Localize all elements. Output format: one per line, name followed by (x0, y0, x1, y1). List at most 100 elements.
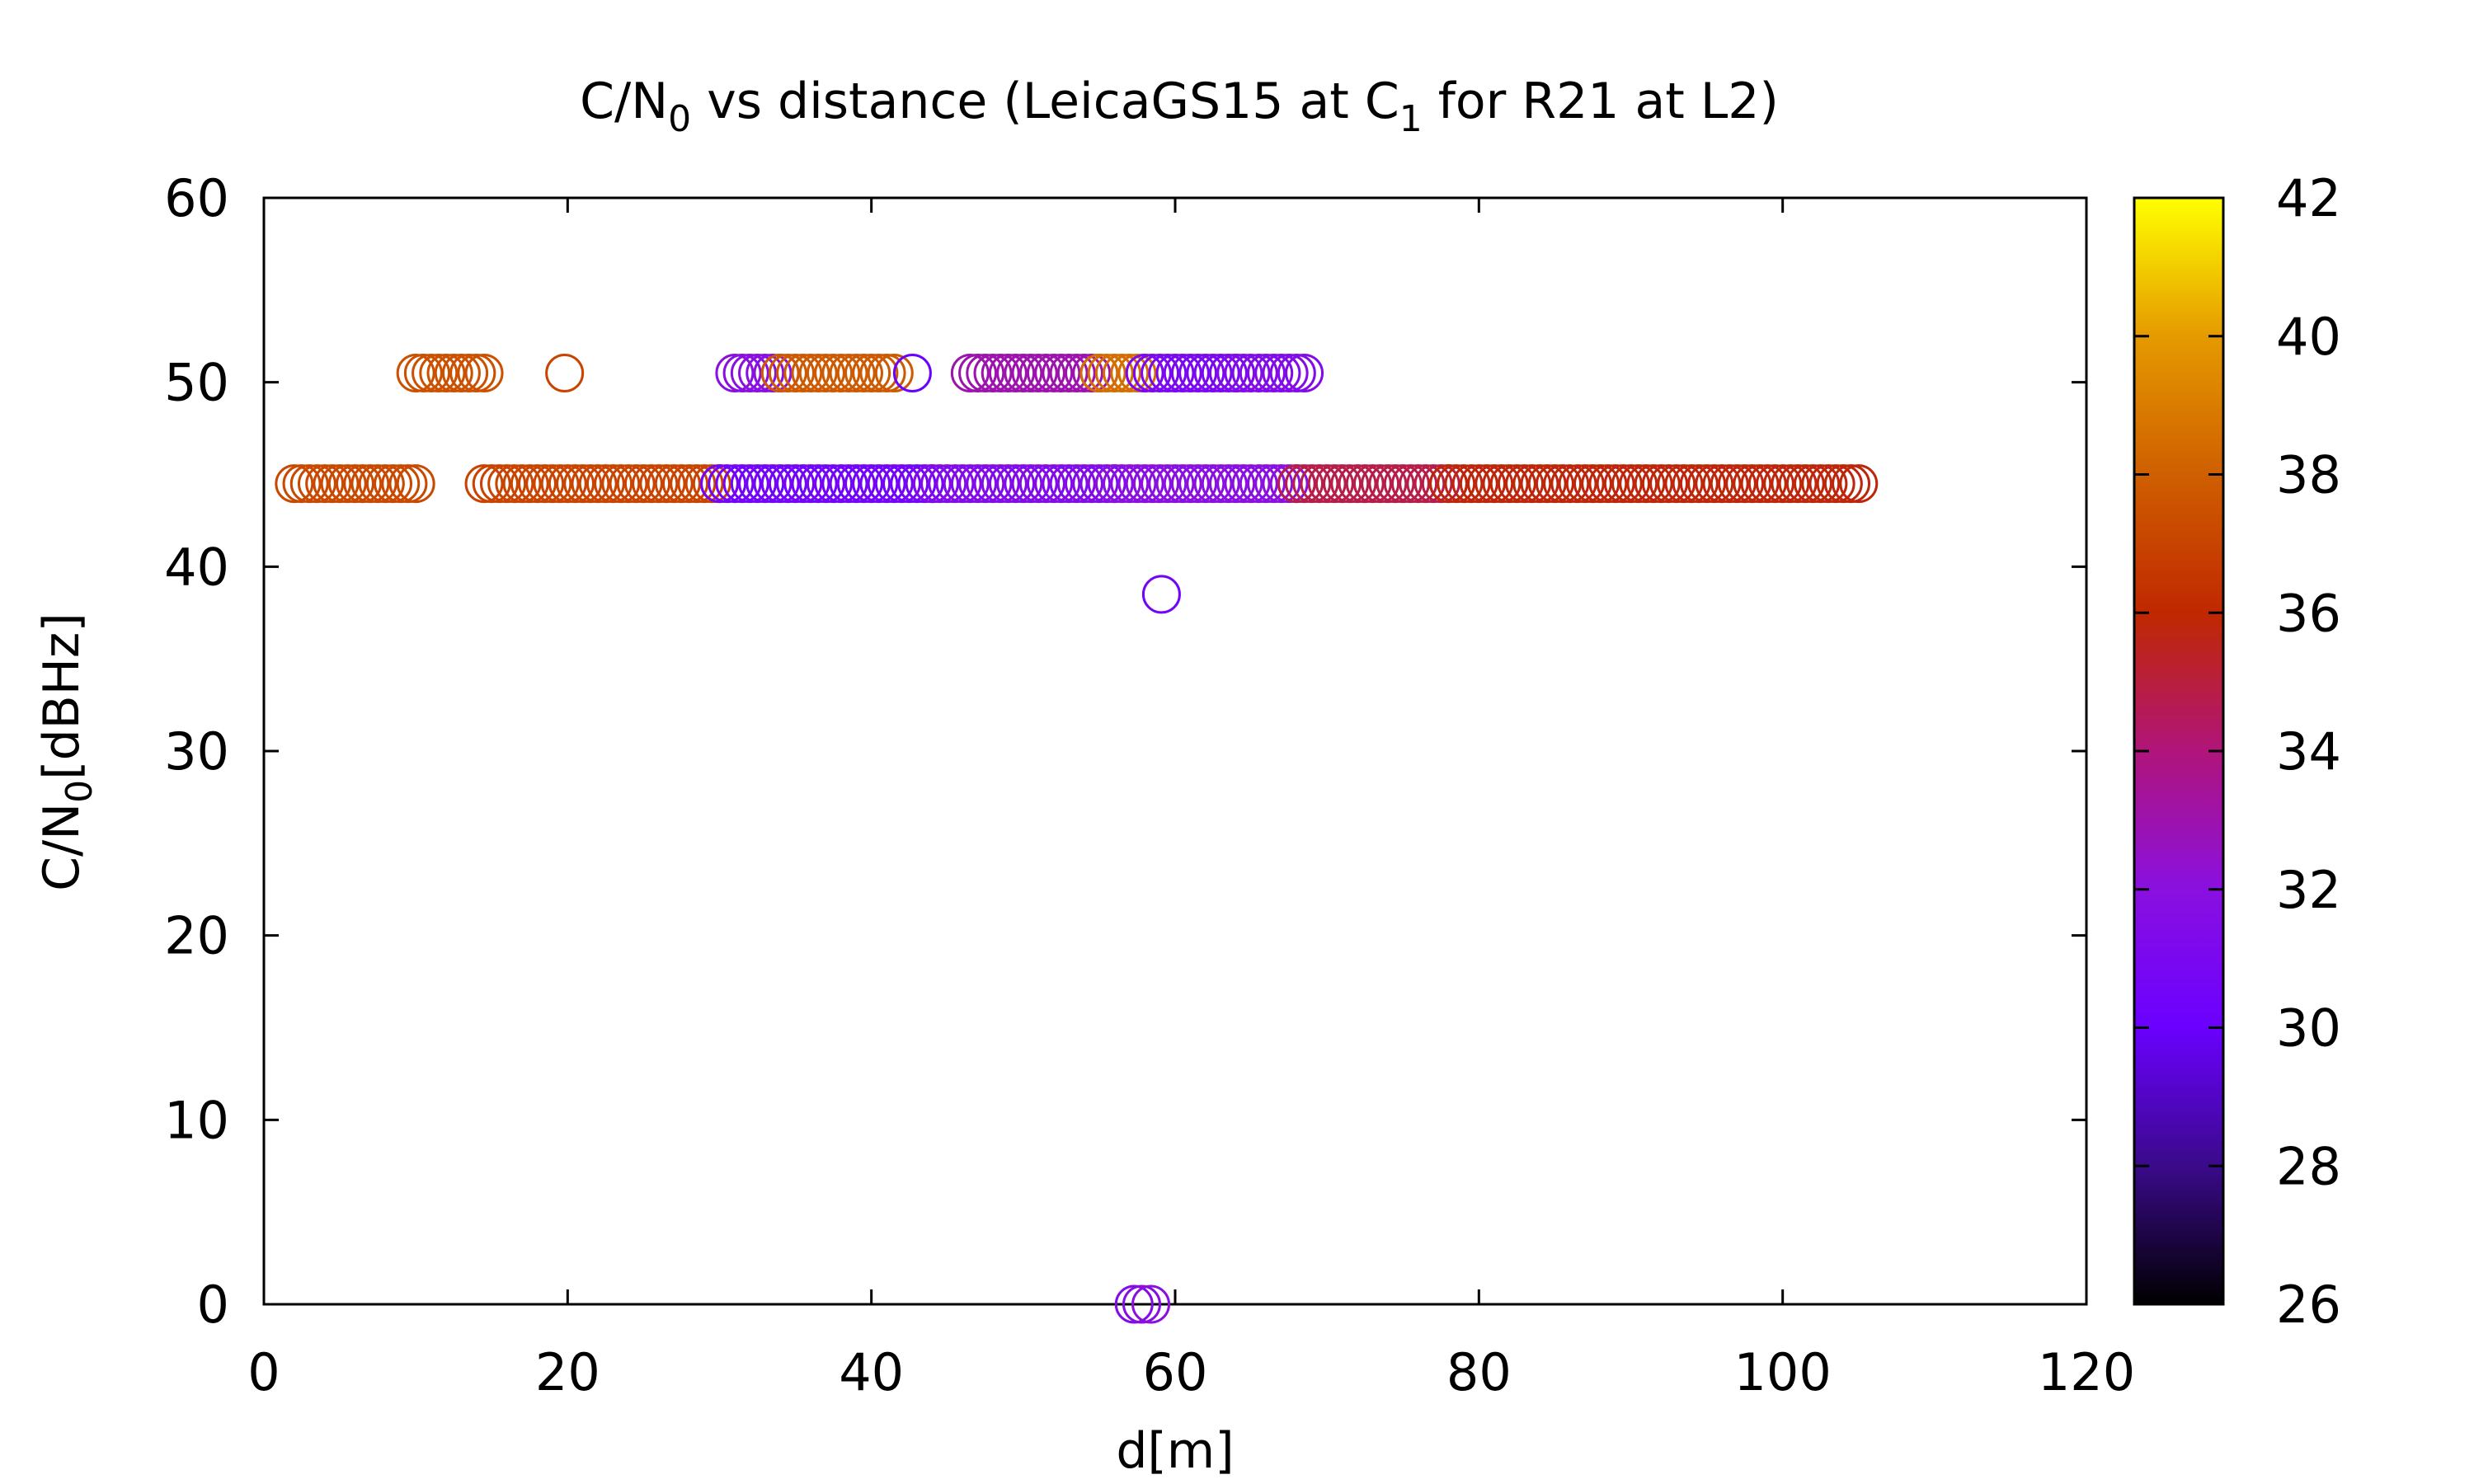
data-point (753, 464, 793, 504)
x-axis-label: d[m] (1116, 1422, 1234, 1480)
data-point (753, 353, 793, 392)
data-point (935, 464, 975, 504)
data-point (1497, 464, 1536, 504)
data-point (958, 464, 998, 504)
y-tick-label: 30 (164, 721, 229, 782)
data-point (1794, 464, 1832, 504)
data-point (1368, 464, 1408, 504)
data-point (1216, 464, 1256, 504)
data-point (1079, 464, 1119, 504)
data-point (1201, 353, 1240, 392)
data-point (1224, 464, 1263, 504)
data-point (1132, 353, 1172, 392)
data-point (1254, 353, 1294, 392)
data-point (1285, 464, 1324, 504)
data-point (1520, 464, 1559, 504)
data-point (684, 464, 724, 504)
data-point (1042, 353, 1081, 392)
colorbar-tick-label: 42 (2276, 168, 2341, 228)
data-point (760, 464, 800, 504)
data-point (1801, 464, 1841, 504)
data-point (1269, 353, 1309, 392)
data-point (1740, 464, 1780, 504)
data-point (479, 464, 519, 504)
colorbar-tick-labels: 26 28 30 32 34 36 38 40 42 (2276, 168, 2341, 1335)
data-point (1451, 464, 1491, 504)
data-point (1649, 464, 1689, 504)
data-point (616, 464, 656, 504)
data-point (730, 464, 769, 504)
data-point (981, 353, 1020, 392)
data-point (1581, 464, 1620, 504)
data-point (1543, 464, 1583, 504)
data-point (1155, 464, 1195, 504)
data-point (1808, 464, 1848, 504)
data-point (738, 353, 778, 392)
data-point (1664, 464, 1704, 504)
data-point (1315, 464, 1354, 504)
data-point (350, 464, 390, 504)
data-point (623, 464, 663, 504)
data-point (1018, 353, 1058, 392)
data-point (1763, 464, 1803, 504)
data-point (806, 353, 845, 392)
data-point (1114, 1284, 1154, 1324)
y-tick-label: 10 (164, 1090, 229, 1150)
data-point (715, 353, 755, 392)
data-point (1733, 464, 1772, 504)
data-point (1117, 464, 1157, 504)
data-point (654, 464, 694, 504)
data-point (836, 353, 876, 392)
data-point (1125, 353, 1164, 392)
data-point (1125, 464, 1164, 504)
data-point (381, 464, 421, 504)
data-point (578, 464, 618, 504)
data-point (457, 353, 496, 392)
data-point (1094, 464, 1134, 504)
data-point (692, 464, 731, 504)
data-point (1193, 353, 1233, 392)
data-point (1011, 464, 1051, 504)
data-point (943, 464, 982, 504)
data-point (1406, 464, 1446, 504)
data-point (950, 464, 990, 504)
data-point (1679, 464, 1719, 504)
data-point (1072, 353, 1112, 392)
data-point (1122, 1284, 1161, 1324)
colorbar-tick-label: 34 (2276, 721, 2341, 782)
colorbar-ticks (2134, 196, 2223, 1306)
data-point (336, 464, 374, 504)
data-point (1056, 353, 1096, 392)
data-point (1178, 353, 1218, 392)
data-point (1034, 464, 1074, 504)
data-point (1702, 464, 1742, 504)
data-point (1778, 464, 1818, 504)
data-point (586, 464, 625, 504)
data-point (1475, 464, 1514, 504)
data-point (472, 464, 511, 504)
data-point (1155, 353, 1195, 392)
data-point (1072, 464, 1112, 504)
data-point (1277, 353, 1316, 392)
data-point (738, 464, 778, 504)
data-point (305, 464, 345, 504)
data-point (920, 464, 960, 504)
data-point (1148, 464, 1188, 504)
data-point (1141, 575, 1181, 614)
chart-title: C/N0 vs distance (LeicaGS15 at C1 for R2… (580, 73, 1779, 140)
data-point (798, 353, 838, 392)
data-point (1603, 464, 1643, 504)
data-point (966, 464, 1005, 504)
data-point (1079, 353, 1119, 392)
data-point (950, 353, 990, 392)
data-point (966, 353, 1005, 392)
data-point (639, 464, 679, 504)
y-tick-label: 40 (164, 537, 229, 597)
data-point (1178, 464, 1218, 504)
data-point (1208, 464, 1248, 504)
data-point (821, 353, 861, 392)
data-point (760, 353, 800, 392)
data-point (1117, 353, 1157, 392)
data-point (601, 464, 641, 504)
